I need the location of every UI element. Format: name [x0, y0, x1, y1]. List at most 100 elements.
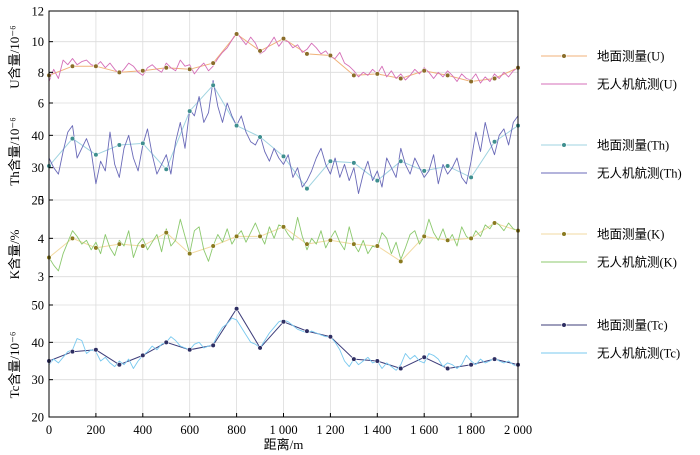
data-point-u-ground — [187, 66, 193, 72]
data-point-tc-ground — [234, 306, 240, 312]
y-tick-label-u: 6 — [38, 97, 44, 111]
data-point-k-ground — [93, 245, 99, 251]
data-point-u-ground — [327, 52, 334, 59]
data-point-tc-ground — [327, 334, 334, 340]
data-point-th-ground — [374, 178, 380, 184]
legend-label-u-drone: 无人机航测(U) — [597, 77, 677, 92]
legend-marker-th-ground — [561, 142, 567, 148]
data-point-u-ground — [280, 35, 287, 42]
data-point-tc-ground — [280, 319, 287, 325]
data-point-th-ground — [163, 166, 169, 172]
data-point-k-ground — [280, 224, 287, 230]
data-point-tc-ground — [69, 349, 76, 355]
x-tick-label: 600 — [180, 423, 199, 437]
data-point-tc-ground — [421, 354, 427, 360]
legend-label-k-ground: 地面测量(K) — [597, 228, 664, 242]
y-tick-label-tc: 30 — [32, 373, 45, 387]
data-point-th-ground — [421, 168, 427, 174]
axes: 0 200 400 600 800 1 000 1 200 1 400 1 600 1 800 2 … — [32, 5, 533, 438]
data-point-th-ground — [327, 158, 334, 164]
data-point-k-ground — [351, 241, 357, 247]
data-point-tc-ground — [210, 342, 216, 348]
y-tick-label-u: 10 — [32, 35, 45, 49]
data-point-th-ground — [140, 140, 146, 147]
data-point-k-ground — [491, 220, 498, 226]
data-point-tc-ground — [398, 365, 404, 372]
legend-label-th-drone: 无人机航测(Th) — [597, 166, 682, 181]
y-axis-label-u: U含量/10⁻⁶ — [7, 25, 22, 88]
data-point-tc-ground — [116, 362, 122, 368]
data-point-tc-ground — [468, 362, 474, 368]
data-point-u-ground — [468, 78, 474, 85]
data-point-tc-ground — [304, 328, 310, 334]
series-markers — [46, 31, 521, 372]
y-tick-label-tc: 40 — [32, 336, 45, 350]
y-tick-label-th: 30 — [32, 161, 45, 175]
data-point-k-ground — [69, 235, 76, 241]
legend-label-u-ground: 地面测量(U) — [597, 50, 664, 64]
data-point-u-ground — [163, 65, 169, 71]
y-tick-label-tc: 50 — [32, 299, 45, 313]
data-point-th-ground — [69, 135, 76, 142]
data-point-th-ground — [116, 142, 122, 148]
data-point-th-ground — [93, 152, 99, 158]
x-tick-label: 1 400 — [363, 423, 391, 437]
data-point-u-ground — [491, 75, 498, 82]
y-tick-label-k: 4 — [38, 232, 45, 246]
x-tick-label: 1 600 — [410, 423, 438, 437]
data-point-k-ground — [374, 243, 380, 249]
data-point-th-ground — [468, 174, 474, 180]
data-point-k-ground — [210, 243, 216, 249]
data-point-k-ground — [257, 233, 263, 240]
data-point-tc-ground — [163, 339, 169, 345]
data-point-tc-ground — [491, 356, 498, 362]
data-point-th-ground — [304, 186, 310, 192]
y-tick-label-tc: 20 — [32, 411, 45, 425]
data-point-tc-ground — [257, 345, 263, 351]
y-tick-label-k: 3 — [38, 270, 44, 284]
data-point-u-ground — [351, 72, 357, 78]
data-point-k-ground — [304, 241, 310, 247]
y-tick-label-th: 40 — [32, 129, 45, 143]
y-tick-label-k: 5 — [38, 194, 44, 208]
legend — [541, 53, 587, 354]
x-tick-label: 200 — [87, 423, 106, 437]
data-point-k-ground — [421, 233, 427, 240]
y-tick-label-u: 8 — [38, 66, 44, 80]
data-point-th-ground — [280, 153, 287, 159]
data-point-th-ground — [351, 160, 357, 166]
x-tick-label: 400 — [133, 423, 152, 437]
data-point-u-ground — [234, 31, 240, 37]
data-point-k-ground — [398, 258, 404, 264]
data-point-k-ground — [445, 237, 451, 243]
data-point-th-ground — [234, 123, 240, 129]
data-point-u-ground — [445, 72, 451, 78]
data-point-k-ground — [163, 229, 169, 236]
data-point-u-ground — [69, 63, 76, 69]
legend-marker-u-ground — [561, 53, 567, 59]
data-point-tc-ground — [140, 352, 146, 359]
data-point-u-ground — [116, 69, 122, 75]
data-point-u-ground — [374, 71, 380, 77]
legend-label-k-drone: 无人机航测(K) — [597, 255, 677, 270]
data-point-u-ground — [257, 48, 263, 54]
data-point-th-ground — [445, 163, 451, 169]
data-point-th-ground — [210, 82, 216, 88]
y-tick-label-u: 12 — [32, 5, 45, 19]
y-tick-label-th: 20 — [32, 194, 45, 208]
data-point-u-ground — [398, 75, 404, 82]
data-point-tc-ground — [374, 358, 380, 364]
data-point-th-ground — [398, 158, 404, 164]
x-tick-label: 800 — [227, 423, 246, 437]
data-point-u-ground — [421, 68, 427, 74]
y-axis-label-tc: Tc含量/10⁻⁶ — [7, 332, 22, 399]
x-tick-label: 1 200 — [316, 423, 344, 437]
data-point-u-ground — [93, 63, 99, 69]
data-point-k-ground — [327, 237, 334, 243]
legend-label-tc-drone: 无人机航测(Tc) — [597, 346, 680, 361]
data-point-u-ground — [304, 51, 310, 57]
plot-frame — [48, 10, 519, 418]
x-tick-label: 2 000 — [504, 423, 532, 437]
data-point-tc-ground — [93, 347, 99, 353]
